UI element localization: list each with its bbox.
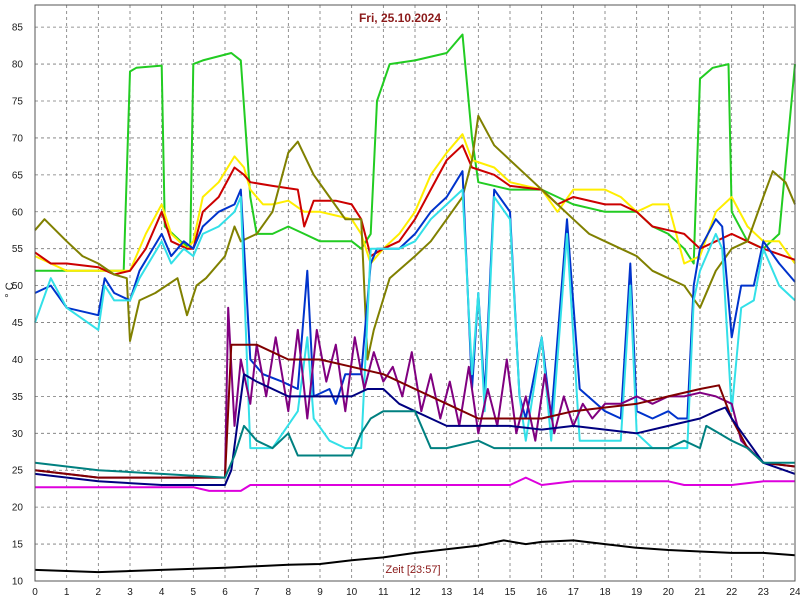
y-tick-label: 45 <box>12 318 24 329</box>
series-line-9 <box>34 373 796 486</box>
y-tick-label: 55 <box>12 244 24 255</box>
y-tick-label: 15 <box>12 540 24 551</box>
y-tick-label: 40 <box>12 355 24 366</box>
x-tick-label: 10 <box>346 587 358 598</box>
y-axis-label: ° C <box>4 282 16 297</box>
x-tick-label: 24 <box>789 587 800 598</box>
y-tick-label: 30 <box>12 429 24 440</box>
series-line-2 <box>34 133 796 272</box>
series-line-12 <box>34 539 796 574</box>
y-tick-label: 85 <box>12 23 24 34</box>
x-tick-label: 9 <box>317 587 323 598</box>
x-tick-label: 11 <box>378 587 389 598</box>
x-axis-label: Zeit [23:57] <box>385 564 440 576</box>
y-tick-label: 75 <box>12 97 24 108</box>
series-group <box>34 33 796 574</box>
x-tick-label: 2 <box>96 587 102 598</box>
series-line-10 <box>34 410 795 479</box>
y-tick-label: 35 <box>12 392 24 403</box>
x-tick-label: 18 <box>599 587 611 598</box>
series-line-1 <box>35 33 796 272</box>
x-tick-label: 8 <box>286 587 292 598</box>
x-tick-label: 1 <box>64 587 70 598</box>
x-tick-label: 3 <box>127 587 133 598</box>
x-tick-label: 13 <box>441 587 453 598</box>
series-line-3 <box>34 144 796 276</box>
x-tick-label: 4 <box>159 587 165 598</box>
series-line-6 <box>34 188 796 450</box>
x-tick-label: 22 <box>726 587 738 598</box>
chart-title: Fri, 25.10.2024 <box>359 11 441 25</box>
series-line-4 <box>34 114 796 361</box>
plot-frame <box>34 4 796 582</box>
x-tick-label: 15 <box>504 587 516 598</box>
y-tick-label: 25 <box>12 466 24 477</box>
x-axis-ticks: 0 1 2 3 4 5 6 7 8 9 10 11 12 13 14 15 16 17 18 19 20 21 22 23 24 <box>32 587 800 598</box>
x-tick-label: 14 <box>473 587 485 598</box>
y-tick-label: 20 <box>12 503 24 514</box>
y-tick-label: 60 <box>12 207 24 218</box>
x-tick-label: 5 <box>191 587 197 598</box>
y-tick-label: 10 <box>12 577 24 588</box>
x-tick-label: 6 <box>222 587 228 598</box>
x-tick-label: 0 <box>32 587 38 598</box>
x-tick-label: 17 <box>568 587 580 598</box>
x-tick-label: 21 <box>694 587 706 598</box>
x-tick-label: 12 <box>409 587 421 598</box>
y-tick-label: 50 <box>12 281 24 292</box>
y-tick-label: 65 <box>12 170 24 181</box>
series-line-7 <box>34 306 796 479</box>
series-line-8 <box>34 343 796 479</box>
y-axis-ticks: 10 15 20 25 30 35 40 45 50 55 60 65 70 75 80 85 <box>12 23 24 588</box>
x-tick-label: 23 <box>758 587 770 598</box>
y-tick-label: 70 <box>12 133 24 144</box>
x-tick-label: 20 <box>663 587 675 598</box>
series-line-11 <box>35 476 795 492</box>
x-tick-label: 19 <box>631 587 643 598</box>
y-tick-label: 80 <box>12 60 24 71</box>
series-line-5 <box>34 170 796 420</box>
x-tick-label: 16 <box>536 587 548 598</box>
x-tick-label: 7 <box>254 587 260 598</box>
